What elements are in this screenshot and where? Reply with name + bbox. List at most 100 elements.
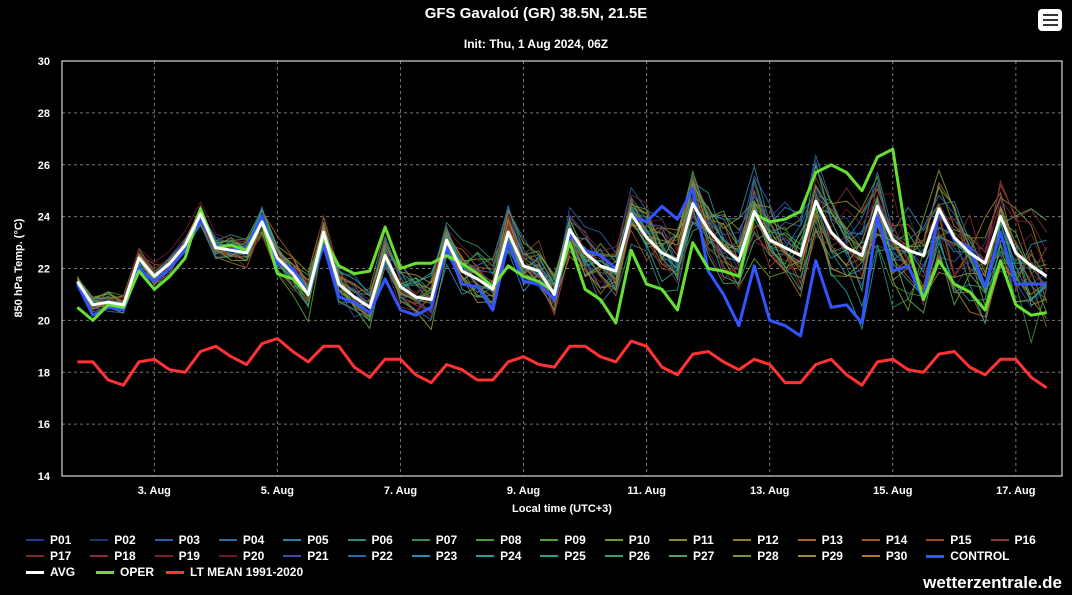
legend-swatch bbox=[926, 539, 945, 541]
legend-label: P06 bbox=[371, 533, 393, 547]
x-tick-label: 3. Aug bbox=[138, 485, 171, 497]
series-line-avg bbox=[76, 199, 1048, 309]
legend-label: P09 bbox=[564, 533, 586, 547]
y-tick-label: 22 bbox=[38, 264, 50, 276]
legend-swatch bbox=[733, 539, 752, 541]
legend-swatch bbox=[990, 539, 1009, 541]
legend-item-p02[interactable]: P02 bbox=[90, 533, 136, 547]
legend-item-p16[interactable]: P16 bbox=[990, 533, 1036, 547]
legend-label: P16 bbox=[1014, 533, 1036, 547]
x-tick-label: 5. Aug bbox=[261, 485, 294, 497]
x-tick-label: 7. Aug bbox=[384, 485, 417, 497]
legend-item-p21[interactable]: P21 bbox=[283, 549, 329, 563]
legend-label: P14 bbox=[885, 533, 908, 547]
legend-item-p04[interactable]: P04 bbox=[218, 533, 265, 547]
legend-item-p05[interactable]: P05 bbox=[283, 533, 329, 547]
legend-label: OPER bbox=[120, 565, 155, 579]
legend-item-p26[interactable]: P26 bbox=[604, 549, 651, 563]
legend-label: P18 bbox=[114, 549, 136, 563]
legend-label: P20 bbox=[242, 549, 265, 563]
legend-swatch bbox=[476, 539, 495, 541]
legend-item-p08[interactable]: P08 bbox=[476, 533, 521, 547]
legend-label: P03 bbox=[178, 533, 200, 547]
legend-item-p14[interactable]: P14 bbox=[861, 533, 908, 547]
legend-swatch bbox=[154, 555, 173, 557]
legend-item-control[interactable]: CONTROL bbox=[926, 549, 1010, 563]
legend-item-p01[interactable]: P01 bbox=[26, 533, 71, 547]
legend-label: AVG bbox=[50, 565, 76, 579]
legend-item-p17[interactable]: P17 bbox=[26, 549, 71, 563]
legend-label: P08 bbox=[500, 533, 522, 547]
legend-item-p06[interactable]: P06 bbox=[347, 533, 393, 547]
y-tick-label: 20 bbox=[38, 315, 50, 327]
legend-label: P02 bbox=[114, 533, 136, 547]
legend-item-p11[interactable]: P11 bbox=[669, 533, 714, 547]
legend-item-avg[interactable]: AVG bbox=[26, 565, 75, 579]
legend-item-p09[interactable]: P09 bbox=[540, 533, 586, 547]
legend-item-oper[interactable]: OPER bbox=[96, 565, 154, 579]
legend-label: P26 bbox=[628, 549, 651, 563]
legend-item-p27[interactable]: P27 bbox=[669, 549, 714, 563]
legend-label: P04 bbox=[242, 533, 265, 547]
legend-label: P22 bbox=[371, 549, 393, 563]
legend-swatch bbox=[861, 539, 880, 541]
y-tick-label: 30 bbox=[38, 56, 50, 68]
y-tick-label: 16 bbox=[38, 419, 50, 431]
legend-label: P23 bbox=[435, 549, 458, 563]
legend-item-p10[interactable]: P10 bbox=[604, 533, 650, 547]
x-tick-label: 9. Aug bbox=[507, 485, 540, 497]
legend-swatch bbox=[797, 555, 816, 557]
legend-swatch bbox=[604, 539, 623, 541]
hamburger-menu-icon[interactable] bbox=[1038, 9, 1062, 31]
legend-item-p28[interactable]: P28 bbox=[733, 549, 779, 563]
legend-swatch bbox=[476, 555, 495, 557]
x-tick-label: 13. Aug bbox=[750, 485, 789, 497]
legend-swatch bbox=[218, 539, 237, 541]
legend-item-p18[interactable]: P18 bbox=[90, 549, 136, 563]
legend-item-p29[interactable]: P29 bbox=[797, 549, 843, 563]
legend-label: P29 bbox=[821, 549, 843, 563]
main-series bbox=[76, 147, 1048, 390]
y-tick-label: 26 bbox=[38, 160, 50, 172]
legend-item-p12[interactable]: P12 bbox=[733, 533, 779, 547]
legend-item-p30[interactable]: P30 bbox=[861, 549, 908, 563]
legend-swatch bbox=[166, 570, 184, 574]
legend-item-p23[interactable]: P23 bbox=[411, 549, 458, 563]
legend-label: P30 bbox=[885, 549, 908, 563]
legend-swatch bbox=[861, 555, 880, 557]
legend-item-lt-mean-1991-2020[interactable]: LT MEAN 1991-2020 bbox=[166, 565, 303, 579]
legend-swatch bbox=[669, 539, 687, 541]
legend-item-p22[interactable]: P22 bbox=[347, 549, 393, 563]
legend-label: P11 bbox=[693, 533, 714, 547]
legend-label: P05 bbox=[307, 533, 329, 547]
legend-item-p25[interactable]: P25 bbox=[540, 549, 586, 563]
legend-label: P17 bbox=[50, 549, 72, 563]
legend-item-p03[interactable]: P03 bbox=[154, 533, 200, 547]
legend-label: P28 bbox=[757, 549, 779, 563]
y-tick-label: 24 bbox=[38, 212, 51, 224]
legend-swatch bbox=[669, 555, 687, 557]
legend-label: P07 bbox=[435, 533, 458, 547]
legend-swatch bbox=[540, 539, 559, 541]
legend-swatch bbox=[218, 555, 237, 557]
x-tick-label: 15. Aug bbox=[873, 485, 912, 497]
legend-swatch bbox=[604, 555, 623, 557]
legend-item-p19[interactable]: P19 bbox=[154, 549, 200, 563]
legend-label: P01 bbox=[50, 533, 72, 547]
legend-item-p24[interactable]: P24 bbox=[476, 549, 521, 563]
legend-item-p13[interactable]: P13 bbox=[797, 533, 843, 547]
y-tick-label: 28 bbox=[38, 108, 50, 120]
legend-swatch bbox=[411, 555, 430, 557]
legend-swatch bbox=[797, 539, 816, 541]
legend-item-p20[interactable]: P20 bbox=[218, 549, 265, 563]
legend-item-p07[interactable]: P07 bbox=[411, 533, 458, 547]
chart-title: GFS Gavaloú (GR) 38.5N, 21.5E bbox=[424, 5, 648, 22]
legend-swatch bbox=[411, 539, 430, 541]
legend-label: P15 bbox=[950, 533, 972, 547]
legend-label: P27 bbox=[693, 549, 715, 563]
y-axis-ticks: 14 16 18 20 22 24 26 28 30 bbox=[38, 56, 51, 483]
legend-item-p15[interactable]: P15 bbox=[926, 533, 972, 547]
x-axis-ticks: 3. Aug 5. Aug 7. Aug 9. Aug 11. Aug 13. Aug 15… bbox=[138, 485, 1036, 497]
legend-swatch bbox=[26, 555, 44, 557]
